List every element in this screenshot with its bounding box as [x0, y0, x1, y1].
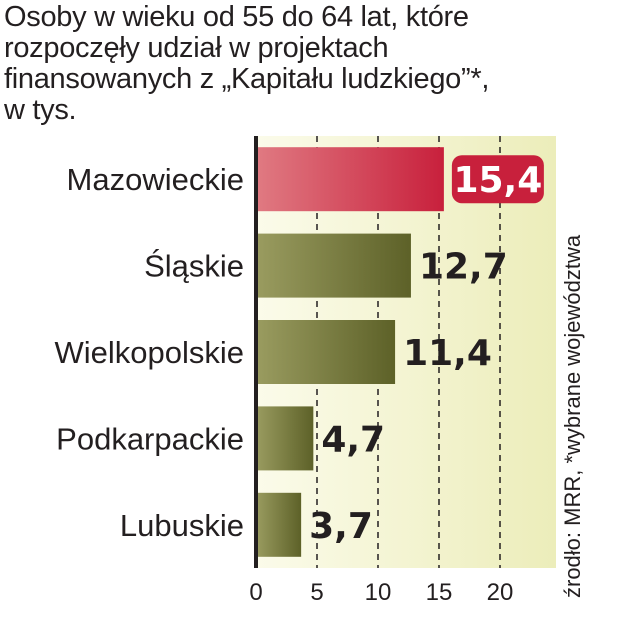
category-labels: Mazowieckie Śląskie Wielkopolskie Podkarpac…: [54, 162, 244, 543]
source-note: źrodło: MRR, *wybrane województwa: [560, 234, 585, 598]
value-label: 15,4: [453, 160, 542, 201]
bar-podkarpackie: [256, 406, 314, 471]
bar-lubuskie: [256, 492, 302, 557]
category-label: Śląskie: [144, 248, 244, 284]
x-tick-label: 5: [310, 579, 323, 606]
value-label: 3,7: [309, 506, 373, 547]
value-label: 11,4: [403, 333, 492, 374]
x-tick-label: 10: [365, 579, 392, 606]
bars: [256, 147, 444, 557]
title-line-3: finansowanych z „Kapitału ludzkiego”*,: [4, 63, 490, 95]
value-label: 4,7: [321, 419, 385, 460]
x-tick-label: 0: [249, 579, 262, 606]
bar-mazowieckie: [256, 147, 444, 212]
title-line-2: rozpoczęły udział w projektach: [4, 32, 389, 64]
category-label: Lubuskie: [120, 508, 244, 543]
x-tick-label: 20: [487, 579, 514, 606]
category-label: Wielkopolskie: [54, 335, 244, 370]
x-tick-label: 15: [426, 579, 453, 606]
category-label: Mazowieckie: [67, 162, 244, 197]
bar-śląskie: [256, 233, 411, 298]
chart-title: Osoby w wieku od 55 do 64 lat, które roz…: [4, 2, 604, 126]
bar-wielkopolskie: [256, 320, 396, 384]
value-badge: [451, 155, 544, 204]
value-labels: 15,4 12,7 11,4 4,7 3,7: [309, 155, 544, 547]
value-label: 12,7: [419, 247, 508, 288]
title-line-4: w tys.: [4, 94, 77, 126]
x-axis-ticks: 0 5 10 15 20: [249, 579, 513, 606]
title-line-1: Osoby w wieku od 55 do 64 lat, które: [4, 1, 469, 33]
category-label: Podkarpackie: [56, 421, 244, 456]
